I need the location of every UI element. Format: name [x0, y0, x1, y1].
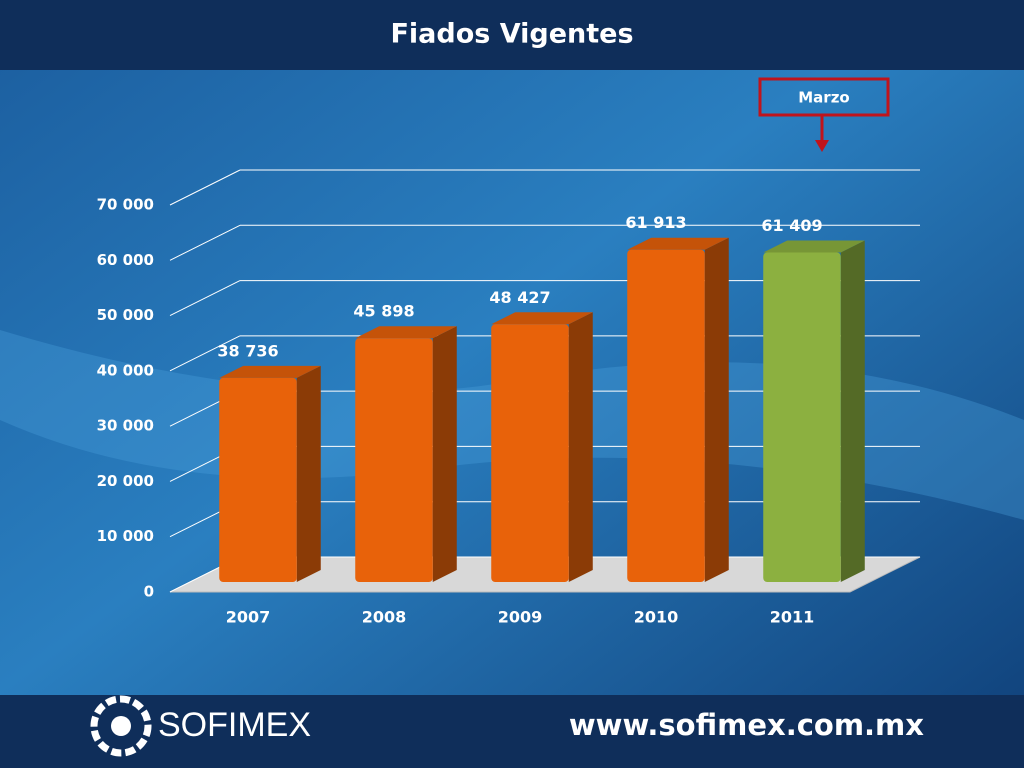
x-tick-label: 2011 — [770, 608, 815, 627]
bar-side — [840, 240, 865, 582]
grid-line-side — [169, 280, 241, 317]
x-tick-label: 2007 — [226, 608, 271, 627]
x-tick-label: 2008 — [362, 608, 407, 627]
grid-line-side — [169, 224, 241, 261]
annotation-box — [758, 77, 890, 117]
y-tick-label: 70 000 — [97, 196, 154, 214]
y-tick-label: 30 000 — [97, 417, 154, 435]
grid-line-side — [169, 335, 241, 372]
y-tick-label: 0 — [144, 583, 154, 601]
logo — [90, 695, 152, 757]
bar — [219, 377, 297, 582]
grid-line-side — [169, 169, 241, 206]
y-tick-label: 60 000 — [97, 251, 154, 269]
bar-top — [491, 312, 593, 325]
title-bar — [0, 0, 1024, 70]
bar-side — [704, 237, 729, 582]
bar — [627, 249, 705, 582]
x-tick-label: 2009 — [498, 608, 543, 627]
y-tick-label: 40 000 — [97, 361, 154, 379]
bar-side — [296, 365, 321, 582]
bar-side — [432, 326, 457, 582]
annotation-arrowhead — [815, 140, 829, 152]
y-tick-label: 10 000 — [97, 527, 154, 545]
brand-name: SOFIMEX — [158, 706, 311, 744]
value-label: 48 427 — [489, 288, 550, 307]
bar — [355, 338, 433, 582]
x-tick-label: 2010 — [634, 608, 679, 627]
bar — [491, 324, 569, 582]
bar-top — [627, 237, 729, 250]
value-label: 61 409 — [761, 216, 822, 235]
value-label: 38 736 — [217, 341, 278, 360]
value-label: 45 898 — [353, 302, 414, 321]
bar-top — [763, 240, 865, 253]
bar-side — [568, 312, 593, 582]
website-url: www.sofimex.com.mx — [569, 708, 924, 742]
chart-title: Fiados Vigentes — [390, 19, 633, 50]
bar-top — [219, 365, 321, 378]
y-tick-label: 50 000 — [97, 306, 154, 324]
footer-bar — [0, 695, 1024, 768]
value-label: 61 913 — [625, 213, 686, 232]
annotation: Marzo — [798, 89, 849, 107]
y-tick-label: 20 000 — [97, 472, 154, 490]
bar-top — [355, 326, 457, 339]
bar — [763, 252, 841, 582]
